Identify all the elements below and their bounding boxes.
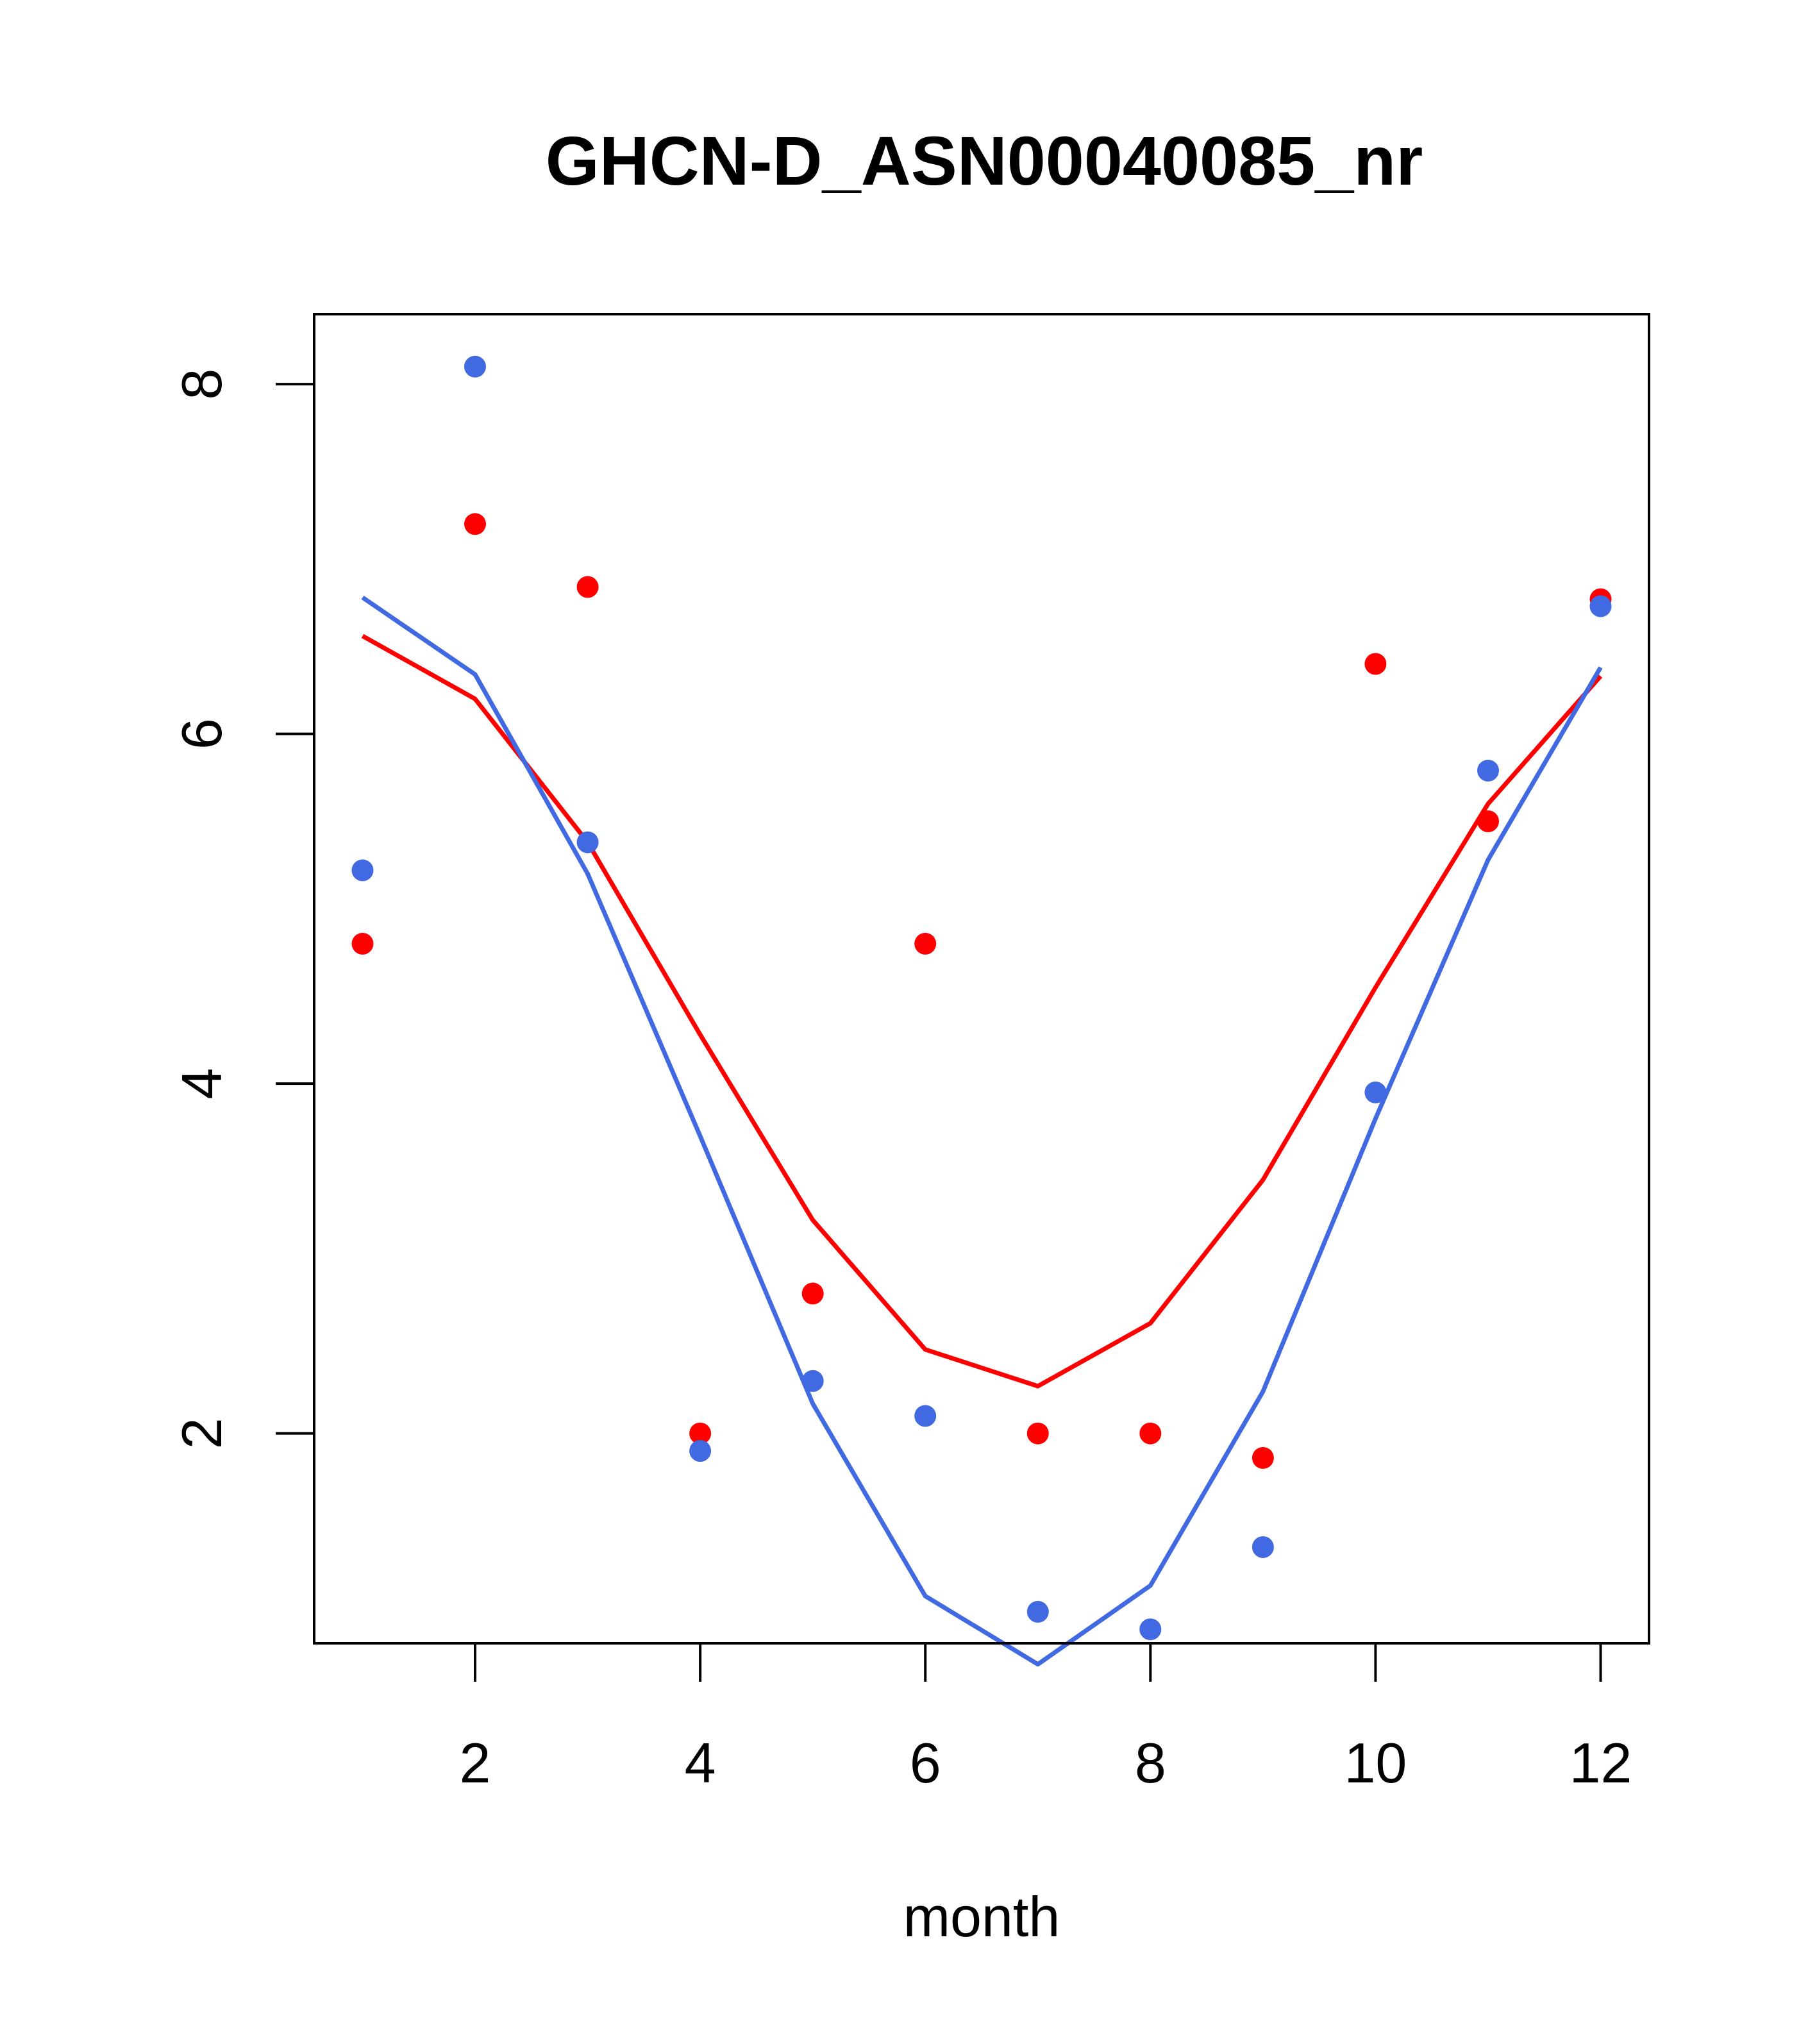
y-axis: 2 4 6 8 [170,369,315,1449]
x-tick-label: 10 [1344,1731,1407,1795]
x-axis-label: month [903,1885,1060,1948]
chart-title: GHCN-D_ASN00040085_nr [546,122,1423,199]
data-point-s0-3 [576,576,599,598]
series-line-2 [361,633,1603,1389]
x-tick-label: 6 [910,1731,941,1795]
data-point-s0-10 [1364,653,1387,675]
data-point-s0-1 [351,932,374,955]
data-point-s0-5 [801,1282,824,1305]
data-point-s0-6 [914,932,937,955]
x-tick-label: 12 [1570,1731,1632,1795]
y-tick-label: 2 [170,1418,233,1449]
series-line-3 [361,596,1603,1667]
y-tick-label: 8 [170,369,233,400]
data-point-s1-2 [464,355,486,378]
data-point-s1-10 [1364,1081,1387,1103]
data-point-s0-11 [1477,810,1499,832]
data-point-s1-9 [1252,1536,1274,1558]
x-axis: 2 4 6 8 10 12 [460,1642,1632,1795]
data-point-s0-9 [1252,1446,1274,1469]
x-tick-label: 8 [1135,1731,1166,1795]
x-tick-label: 2 [460,1731,491,1795]
data-point-s0-8 [1139,1422,1162,1445]
data-point-s1-1 [351,859,374,882]
data-point-s1-11 [1477,759,1499,782]
plot-frame [313,313,1650,1645]
data-point-s1-7 [1026,1600,1049,1623]
data-point-s1-8 [1139,1618,1162,1641]
data-point-s1-3 [576,831,599,853]
data-point-s1-4 [689,1440,712,1462]
data-point-s0-4 [689,1422,712,1445]
x-tick-label: 4 [685,1731,716,1795]
data-point-s1-12 [1589,595,1612,617]
y-tick-label: 6 [170,718,233,750]
data-point-s1-5 [801,1370,824,1392]
data-point-s0-2 [464,513,486,535]
plot-area [351,355,1612,1667]
data-point-s0-7 [1026,1422,1049,1445]
data-point-s1-6 [914,1405,937,1427]
y-tick-label: 4 [170,1068,233,1100]
